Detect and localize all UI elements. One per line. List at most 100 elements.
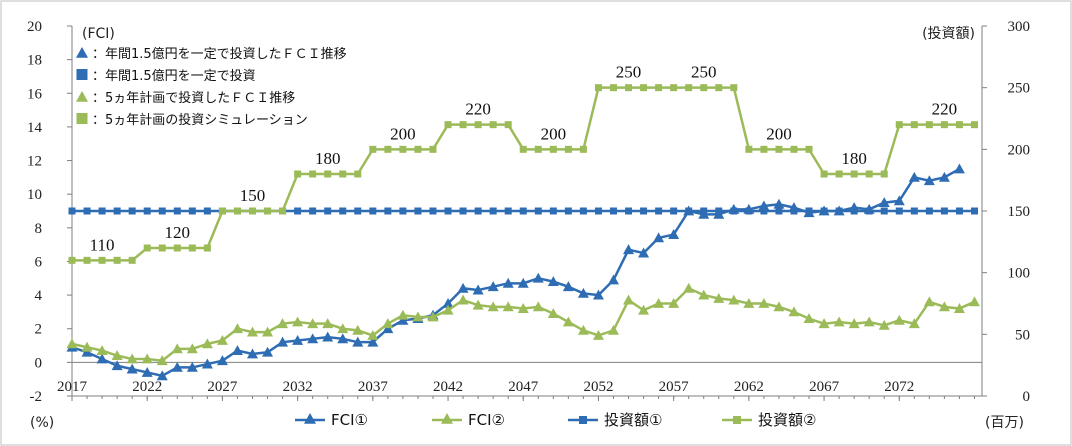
- data-point-square: [579, 207, 587, 215]
- data-point-triangle: [292, 335, 304, 345]
- data-point-square: [113, 207, 121, 215]
- data-point-square: [700, 84, 708, 92]
- data-point-square: [955, 121, 963, 129]
- data-point-square: [474, 121, 482, 129]
- data-point-triangle: [713, 292, 725, 303]
- data-point-square: [309, 207, 317, 215]
- data-point-square: [369, 207, 377, 215]
- data-point-square: [745, 207, 753, 215]
- data-point-square: [549, 145, 557, 153]
- data-point-square: [715, 84, 723, 92]
- data-point-triangle: [472, 284, 484, 295]
- data-point-square: [895, 207, 903, 215]
- data-point-triangle: [502, 301, 514, 312]
- data-label: 220: [465, 100, 491, 119]
- data-point-square: [625, 207, 633, 215]
- data-point-square: [564, 207, 572, 215]
- data-point-triangle: [262, 346, 274, 357]
- data-point-square: [970, 207, 978, 215]
- right-tick-label: 250: [1008, 81, 1031, 97]
- inner-legend-triangle-marker: [76, 47, 88, 58]
- data-point-square: [83, 207, 91, 215]
- data-point-triangle: [487, 301, 499, 312]
- data-point-square: [309, 170, 317, 178]
- data-label: 200: [541, 124, 567, 143]
- data-point-square: [444, 121, 452, 129]
- data-point-square: [444, 207, 452, 215]
- right-tick-label: 100: [1008, 266, 1031, 282]
- series-3: [68, 207, 978, 215]
- data-point-triangle: [532, 272, 544, 283]
- inner-legend-square-marker: [76, 113, 88, 124]
- data-point-square: [203, 244, 211, 252]
- data-point-square: [534, 145, 542, 153]
- data-point-square: [459, 121, 467, 129]
- data-point-square: [384, 145, 392, 153]
- data-point-triangle: [457, 294, 469, 305]
- legend-label: FCI②: [468, 411, 505, 429]
- left-tick-label: 10: [27, 187, 42, 203]
- series-layer: [66, 84, 980, 381]
- data-point-square: [790, 145, 798, 153]
- data-point-square: [760, 145, 768, 153]
- data-point-triangle: [623, 294, 635, 305]
- data-point-square: [625, 84, 633, 92]
- data-point-square: [399, 145, 407, 153]
- data-point-square: [640, 207, 648, 215]
- data-point-square: [143, 207, 151, 215]
- data-point-square: [850, 170, 858, 178]
- x-tick-label: 2022: [132, 379, 162, 395]
- data-point-square: [910, 121, 918, 129]
- left-tick-label: 16: [27, 86, 43, 102]
- data-point-square: [399, 207, 407, 215]
- data-point-square: [324, 170, 332, 178]
- data-point-triangle: [442, 304, 454, 315]
- data-point-square: [429, 207, 437, 215]
- data-point-square: [489, 121, 497, 129]
- legend-square-marker: [733, 416, 741, 424]
- data-point-square: [534, 207, 542, 215]
- data-point-square: [339, 207, 347, 215]
- legend-square-marker: [579, 416, 587, 424]
- data-point-triangle: [878, 319, 890, 330]
- data-point-square: [594, 84, 602, 92]
- legend-triangle-marker: [304, 413, 316, 424]
- data-point-triangle: [788, 306, 800, 317]
- data-point-square: [579, 145, 587, 153]
- data-label: 200: [390, 124, 416, 143]
- data-point-triangle: [231, 345, 243, 355]
- data-point-triangle: [126, 363, 138, 374]
- data-point-square: [384, 207, 392, 215]
- data-point-square: [218, 207, 226, 215]
- left-tick-label: 2: [35, 322, 43, 338]
- data-point-square: [128, 207, 136, 215]
- data-point-triangle: [638, 304, 650, 315]
- data-point-square: [925, 121, 933, 129]
- data-point-square: [354, 170, 362, 178]
- data-point-square: [880, 207, 888, 215]
- data-label: 180: [315, 149, 341, 168]
- data-point-triangle: [833, 316, 845, 327]
- data-point-square: [805, 207, 813, 215]
- data-point-square: [850, 207, 858, 215]
- data-point-triangle: [216, 335, 228, 345]
- data-point-square: [113, 256, 121, 264]
- data-label: 200: [766, 124, 792, 143]
- data-point-triangle: [653, 298, 665, 308]
- data-point-triangle: [953, 303, 965, 313]
- data-point-triangle: [307, 333, 319, 344]
- data-point-triangle: [81, 346, 93, 357]
- data-point-triangle: [412, 311, 424, 322]
- data-point-square: [790, 207, 798, 215]
- left-axis-bottom-unit: (%): [30, 415, 54, 431]
- data-point-square: [158, 207, 166, 215]
- data-point-triangle: [773, 301, 785, 312]
- data-point-triangle: [262, 326, 274, 337]
- x-tick-label: 2027: [207, 379, 238, 395]
- data-point-triangle: [818, 318, 830, 329]
- right-tick-label: 300: [1008, 19, 1031, 35]
- data-point-square: [835, 207, 843, 215]
- data-point-square: [504, 121, 512, 129]
- data-point-square: [354, 207, 362, 215]
- data-point-square: [369, 145, 377, 153]
